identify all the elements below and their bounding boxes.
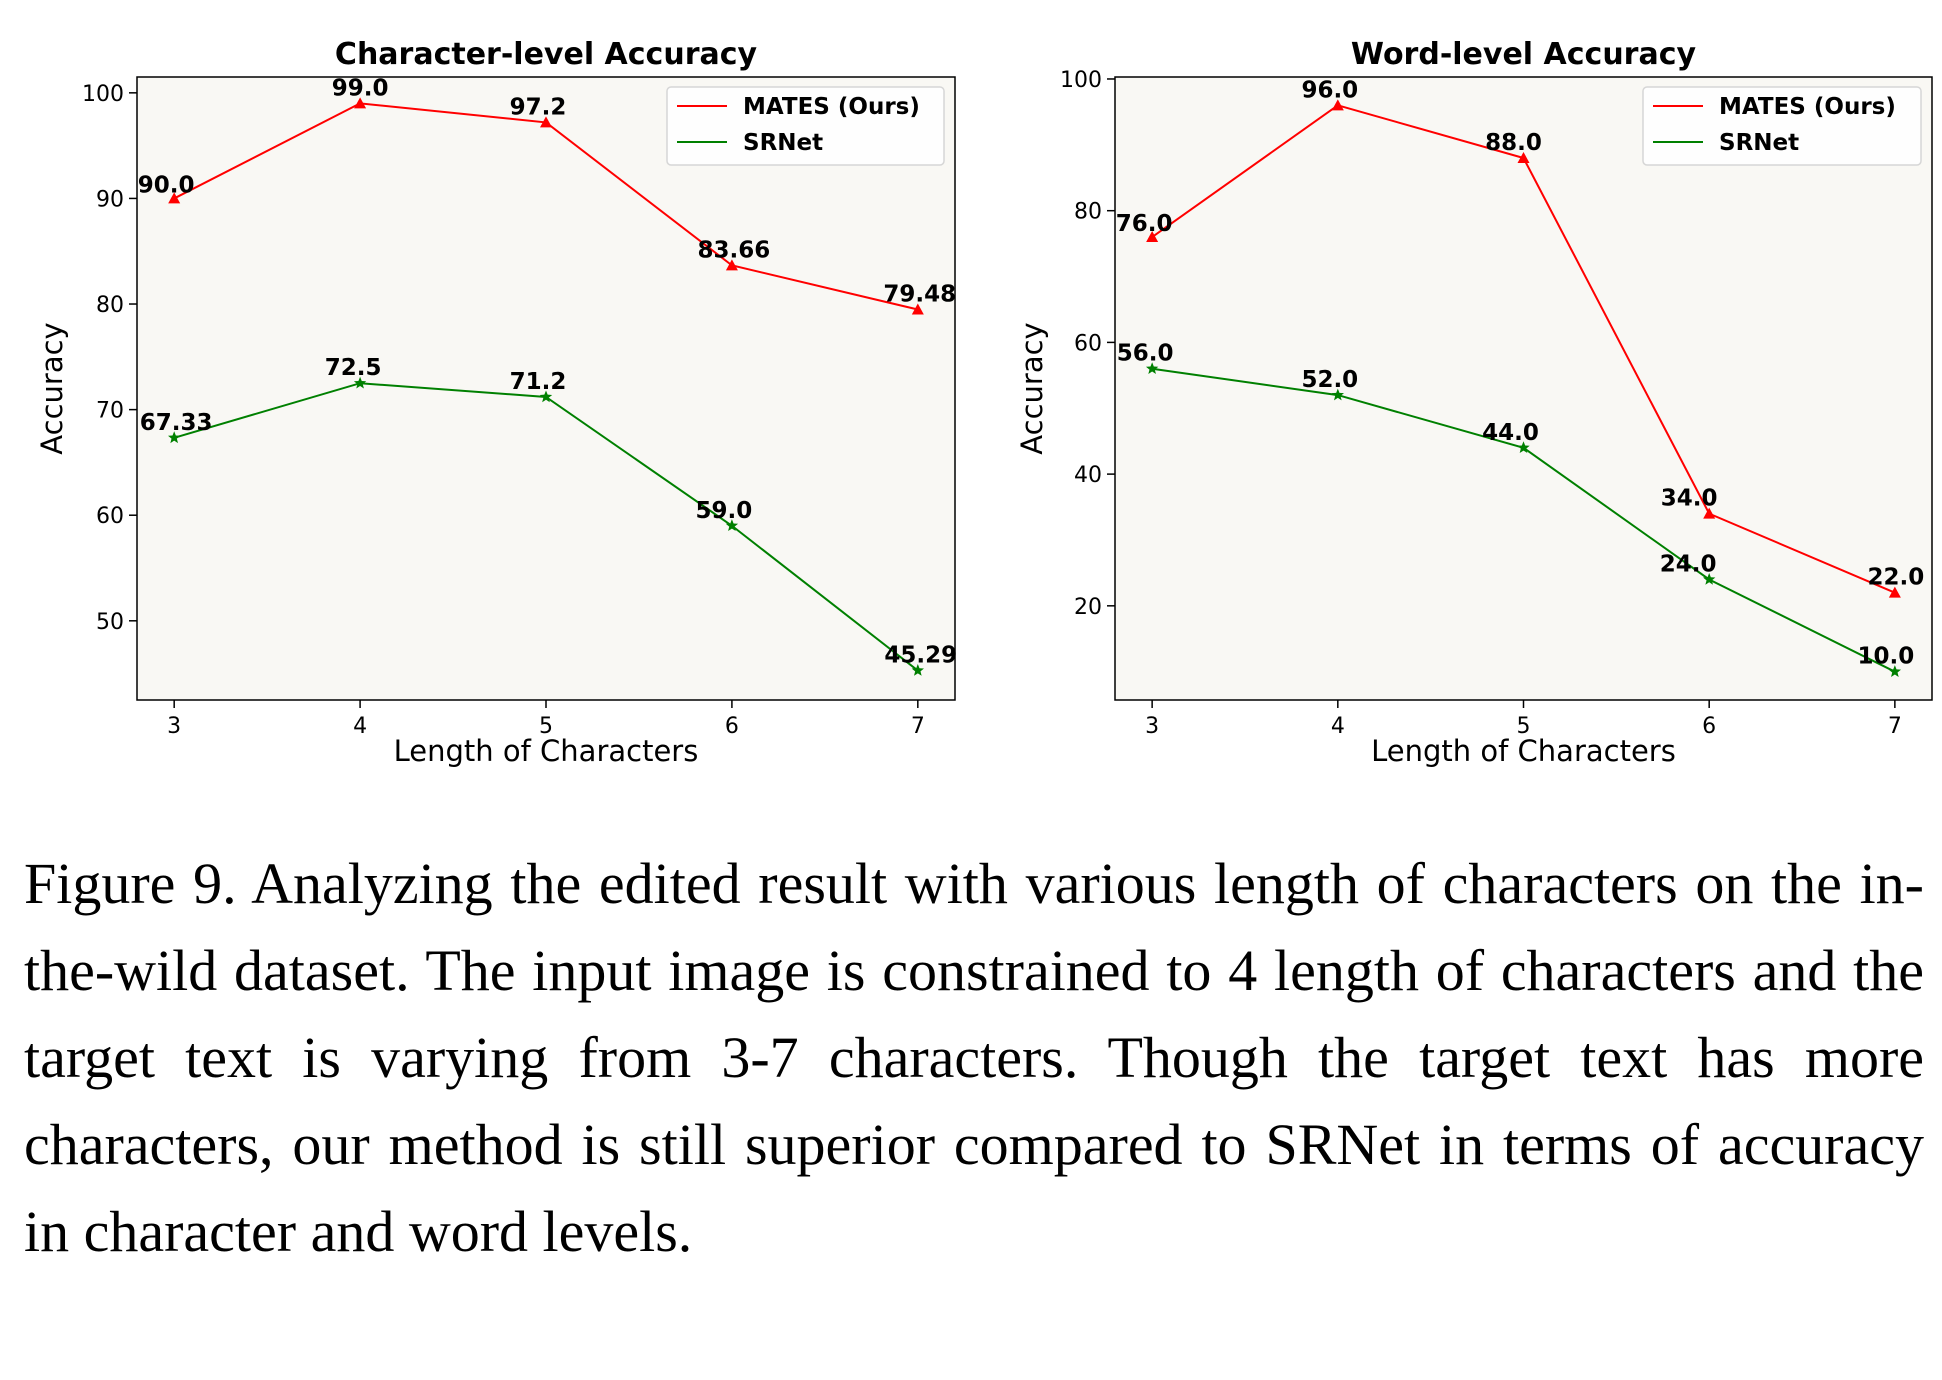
- data-label: 76.0: [1116, 211, 1173, 237]
- plot-frame: [1114, 76, 1933, 701]
- data-point: [1703, 507, 1716, 519]
- y-tick-label: 80: [96, 293, 124, 318]
- legend-label: MATES (Ours): [743, 94, 920, 120]
- data-point: [168, 192, 181, 204]
- figure-charts: 3 4 5 6 7 50 60 70 80 90 100 Length of Characters Ac…: [35, 37, 1933, 768]
- chart-1: 3 4 5 6 7 50 60 70 80 90 100 Length of Characters Ac…: [35, 37, 957, 768]
- y-tick-label: 80: [1074, 200, 1102, 225]
- y-tick-label: 100: [1060, 68, 1102, 93]
- chart-title: Word-level Accuracy: [1351, 37, 1697, 72]
- data-point: [168, 431, 181, 444]
- data-label: 88.0: [1485, 130, 1542, 156]
- data-point: [1888, 665, 1902, 677]
- data-label: 24.0: [1660, 551, 1717, 577]
- data-label: 90.0: [138, 172, 195, 198]
- data-point: [725, 519, 739, 532]
- y-tick-label: 90: [96, 187, 124, 212]
- x-tick-label: 7: [911, 714, 925, 739]
- data-point: [1145, 362, 1159, 374]
- data-point: [1517, 152, 1530, 164]
- data-point: [1517, 441, 1530, 454]
- data-label: 22.0: [1867, 565, 1924, 591]
- data-label: 83.66: [698, 237, 771, 263]
- data-label: 59.0: [696, 498, 753, 524]
- data-label: 56.0: [1117, 341, 1174, 367]
- data-label: 67.33: [140, 410, 213, 436]
- data-label: 45.29: [884, 643, 957, 669]
- legend-box: [666, 86, 945, 166]
- data-label: 99.0: [332, 75, 389, 101]
- y-axis-label: Accuracy: [35, 322, 69, 454]
- x-tick-label: 4: [353, 714, 367, 739]
- legend-label: SRNet: [1719, 130, 1799, 156]
- y-tick-label: 50: [96, 610, 124, 635]
- data-point: [540, 116, 552, 128]
- data-label: 79.48: [883, 282, 956, 308]
- data-label: 10.0: [1857, 644, 1914, 670]
- y-tick-label: 70: [96, 399, 124, 424]
- data-label: 44.0: [1482, 420, 1539, 446]
- y-axis-label: Accuracy: [1015, 322, 1049, 454]
- legend: MATES (Ours) SRNet: [1642, 86, 1922, 166]
- data-point: [1331, 388, 1344, 401]
- plot-area: [1115, 77, 1932, 700]
- data-label: 96.0: [1301, 77, 1358, 103]
- x-tick-label: 6: [1702, 714, 1716, 739]
- plot-area: [137, 77, 955, 700]
- data-point: [725, 259, 738, 271]
- data-point: [539, 390, 553, 403]
- y-tick-label: 60: [96, 504, 124, 529]
- y-tick-label: 40: [1074, 463, 1102, 488]
- y-tick-label: 20: [1074, 595, 1102, 620]
- y-tick-label: 60: [1074, 331, 1102, 356]
- chart-2: 3 4 5 6 7 20 40 60 80 100 Length of Characters Accu…: [1015, 37, 1933, 768]
- legend-label: MATES (Ours): [1719, 94, 1896, 120]
- figure-caption: Figure 9. Analyzing the edited result wi…: [24, 851, 1924, 1264]
- data-label: 72.5: [325, 355, 382, 381]
- data-label: 34.0: [1661, 486, 1718, 512]
- legend-label: SRNet: [743, 130, 823, 156]
- y-tick-label: 100: [82, 82, 124, 107]
- x-tick-label: 5: [539, 714, 553, 739]
- data-point: [911, 664, 924, 676]
- data-point: [354, 97, 367, 109]
- x-axis-label: Length of Characters: [394, 734, 699, 768]
- data-point: [1888, 586, 1901, 598]
- data-label: 52.0: [1301, 367, 1358, 393]
- data-point: [911, 303, 924, 315]
- data-label: 97.2: [510, 94, 567, 120]
- data-point: [1146, 231, 1159, 243]
- x-tick-label: 4: [1331, 714, 1345, 739]
- x-tick-label: 3: [1145, 714, 1159, 739]
- x-tick-label: 5: [1517, 714, 1531, 739]
- legend: MATES (Ours) SRNet: [666, 86, 945, 166]
- data-point: [1703, 572, 1716, 585]
- x-axis-label: Length of Characters: [1371, 734, 1676, 768]
- data-point: [1331, 99, 1344, 111]
- data-label: 71.2: [510, 369, 567, 395]
- x-tick-label: 3: [167, 714, 181, 739]
- legend-box: [1642, 86, 1922, 166]
- data-point: [353, 376, 367, 389]
- x-tick-label: 6: [725, 714, 739, 739]
- chart-title: Character-level Accuracy: [335, 37, 758, 72]
- plot-frame: [136, 76, 956, 701]
- x-tick-label: 7: [1888, 714, 1902, 739]
